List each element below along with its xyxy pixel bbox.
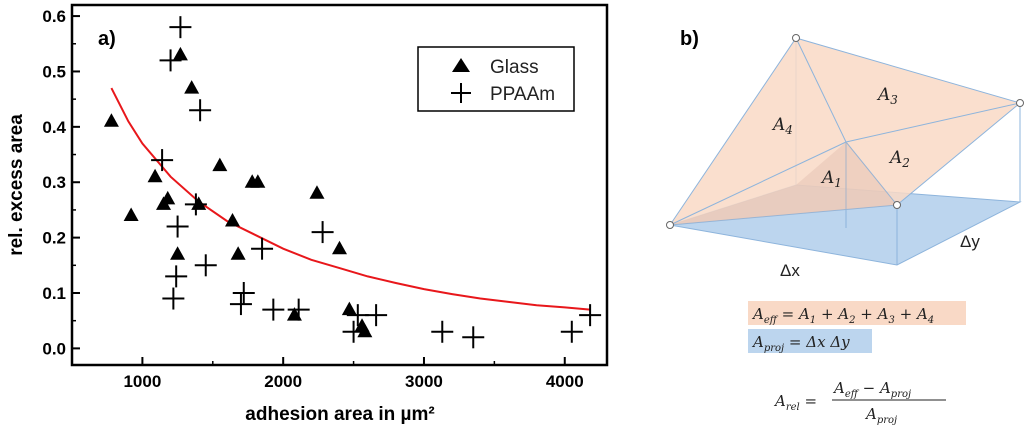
panel-label-b: b) [680,28,699,50]
surface-diagram: b) A4 A3 A2 A1 Δx Δy Aeff = A1 + A2 + A3… [666,28,1024,425]
legend: Glass PPAAm [417,46,575,112]
glass-point [250,174,266,188]
ppaam-point [162,287,185,310]
glass-point [309,185,325,199]
glass-point [230,246,246,260]
x-tick-label: 1000 [123,372,161,391]
ppaam-point [151,149,174,172]
svg-text:Aeff − Aproj: Aeff − Aproj [832,379,911,400]
vertex [792,34,800,42]
svg-text:Aproj: Aproj [864,405,897,425]
glass-point [184,80,200,94]
ppaam-point [166,215,189,238]
x-tick-label: 3000 [405,372,443,391]
x-tick-label: 4000 [546,372,584,391]
eq-proj-highlight [748,329,872,353]
eq-eff-highlight [748,301,966,325]
ppaam-point [229,293,252,316]
glass-point [147,168,163,183]
scatter-chart: 0.0 0.1 0.2 0.3 0.4 0.5 0.6 1000 2000 3000 4000 a… [6,3,609,425]
surface-edge [845,141,898,206]
ppaam-point [165,265,188,288]
y-tick-label: 0.3 [42,173,66,192]
glass-series [103,46,373,338]
panel-label-a: a) [98,28,116,50]
equation-eff: Aeff = A1 + A2 + A3 + A4 [751,305,934,326]
svg-text:Arel =: Arel = [773,392,817,413]
y-tick-label: 0.6 [42,7,66,26]
surface-edge [669,141,847,226]
legend-ppaam-label: PPAAm [490,84,555,105]
ppaam-point [232,282,255,304]
glass-point [160,190,176,205]
x-tick-label: 2000 [264,372,302,391]
ppaam-point [159,49,182,72]
glass-point [103,113,119,127]
ppaam-point [189,99,212,122]
ppaam-point [560,320,583,343]
ppaam-point [287,298,310,321]
glass-point [332,240,347,255]
glass-point [170,246,186,260]
glass-point [357,323,373,338]
fit-curve [110,87,591,311]
ppaam-point [311,221,334,244]
dy-label: Δy [960,232,980,251]
vertex [1016,99,1024,107]
glass-point [341,301,357,316]
ppaam-point [251,237,274,260]
ppaam-point [579,304,602,327]
plot-frame [70,3,609,367]
ppaam-point [169,16,192,39]
ppaam-series [151,16,602,349]
legend-ppaam-marker [451,83,471,103]
legend-glass-label: Glass [490,57,539,78]
y-tick-label: 0.5 [42,62,66,81]
y-tick-label: 0.0 [42,339,66,358]
glass-point [225,213,240,227]
equation-rel: Arel = Aeff − Aproj Aproj [773,379,946,425]
y-axis-ticks: 0.0 0.1 0.2 0.3 0.4 0.5 0.6 [42,7,80,358]
legend-box [417,46,575,112]
glass-point [212,157,228,172]
ppaam-point [365,304,388,327]
x-axis-ticks: 1000 2000 3000 4000 [71,357,584,391]
glass-point [172,46,188,61]
y-tick-label: 0.1 [42,284,66,303]
vertex [666,221,674,229]
ppaam-point [342,320,365,343]
x-axis-label: adhesion area in µm² [245,404,434,425]
ppaam-point [194,254,217,277]
ppaam-point [262,298,285,321]
legend-glass-marker [452,58,470,72]
y-axis-label: rel. excess area [6,114,27,256]
y-tick-label: 0.2 [42,229,66,248]
ppaam-point [462,326,485,349]
glass-point [191,196,207,210]
a1-shade [670,142,897,225]
surface-edge [795,37,847,143]
equation-proj: Aproj = Δx Δy [751,333,850,354]
glass-point [123,207,139,221]
ppaam-point [431,320,454,343]
dx-label: Δx [780,261,800,280]
ppaam-point [184,193,207,216]
surface-edge [845,102,1021,143]
vertex [893,201,901,209]
y-tick-label: 0.4 [42,118,66,137]
